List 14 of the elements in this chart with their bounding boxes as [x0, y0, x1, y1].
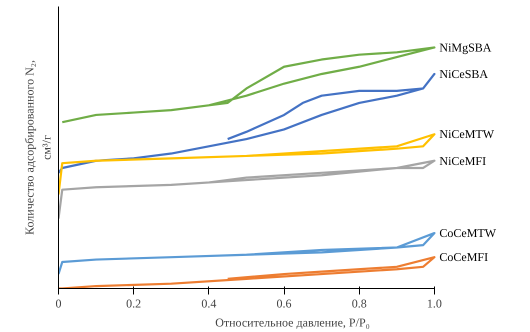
x-tick-label: 0 [56, 296, 62, 310]
x-tick-label: 0.6 [276, 296, 292, 310]
x-tick-label: 0.8 [352, 296, 367, 310]
series-label: NiCeMFI [439, 154, 486, 168]
series-label: CoCeMFI [439, 250, 488, 264]
series-label: NiCeMTW [439, 127, 495, 142]
series-label: NiCeSBA [439, 66, 488, 81]
x-tick-label: 1.0 [426, 296, 442, 310]
series-label: CoCeMTW [439, 226, 497, 240]
series-label: NiMgSBA [439, 40, 492, 54]
y-axis-title: Количество адсорбированного N₂, см³/г [22, 60, 54, 235]
x-axis-title: Относительное давление, P/P₀ [215, 316, 370, 330]
x-tick-label: 0.4 [201, 296, 216, 310]
x-tick-label: 0.2 [126, 296, 142, 310]
